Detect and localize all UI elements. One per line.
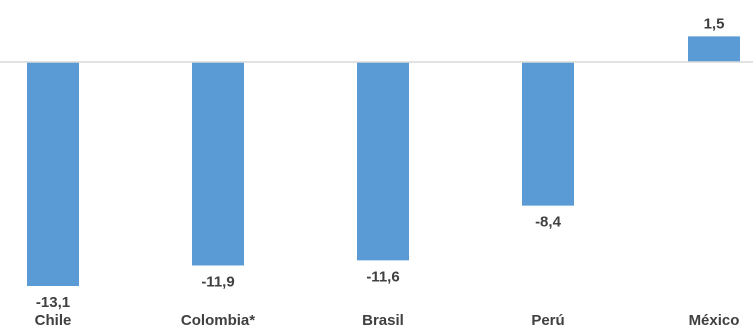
category-label-brasil: Brasil xyxy=(362,312,404,329)
category-label-colombia: Colombia* xyxy=(181,312,255,329)
data-label-chile: -13,1 xyxy=(36,294,70,311)
data-label-peru: -8,4 xyxy=(535,214,562,231)
category-label-mexico: México xyxy=(689,312,740,329)
bars-layer xyxy=(27,36,740,287)
bar-colombia xyxy=(192,62,244,266)
data-label-colombia: -11,9 xyxy=(201,273,234,290)
data-label-brasil: -11,6 xyxy=(366,268,399,285)
category-label-chile: Chile xyxy=(35,312,72,329)
bar-brasil xyxy=(357,62,409,261)
bar-peru xyxy=(522,62,574,206)
bar-mexico xyxy=(688,36,740,62)
bar-chile xyxy=(27,62,79,287)
category-label-peru: Perú xyxy=(531,312,564,329)
data-label-mexico: 1,5 xyxy=(704,15,725,32)
